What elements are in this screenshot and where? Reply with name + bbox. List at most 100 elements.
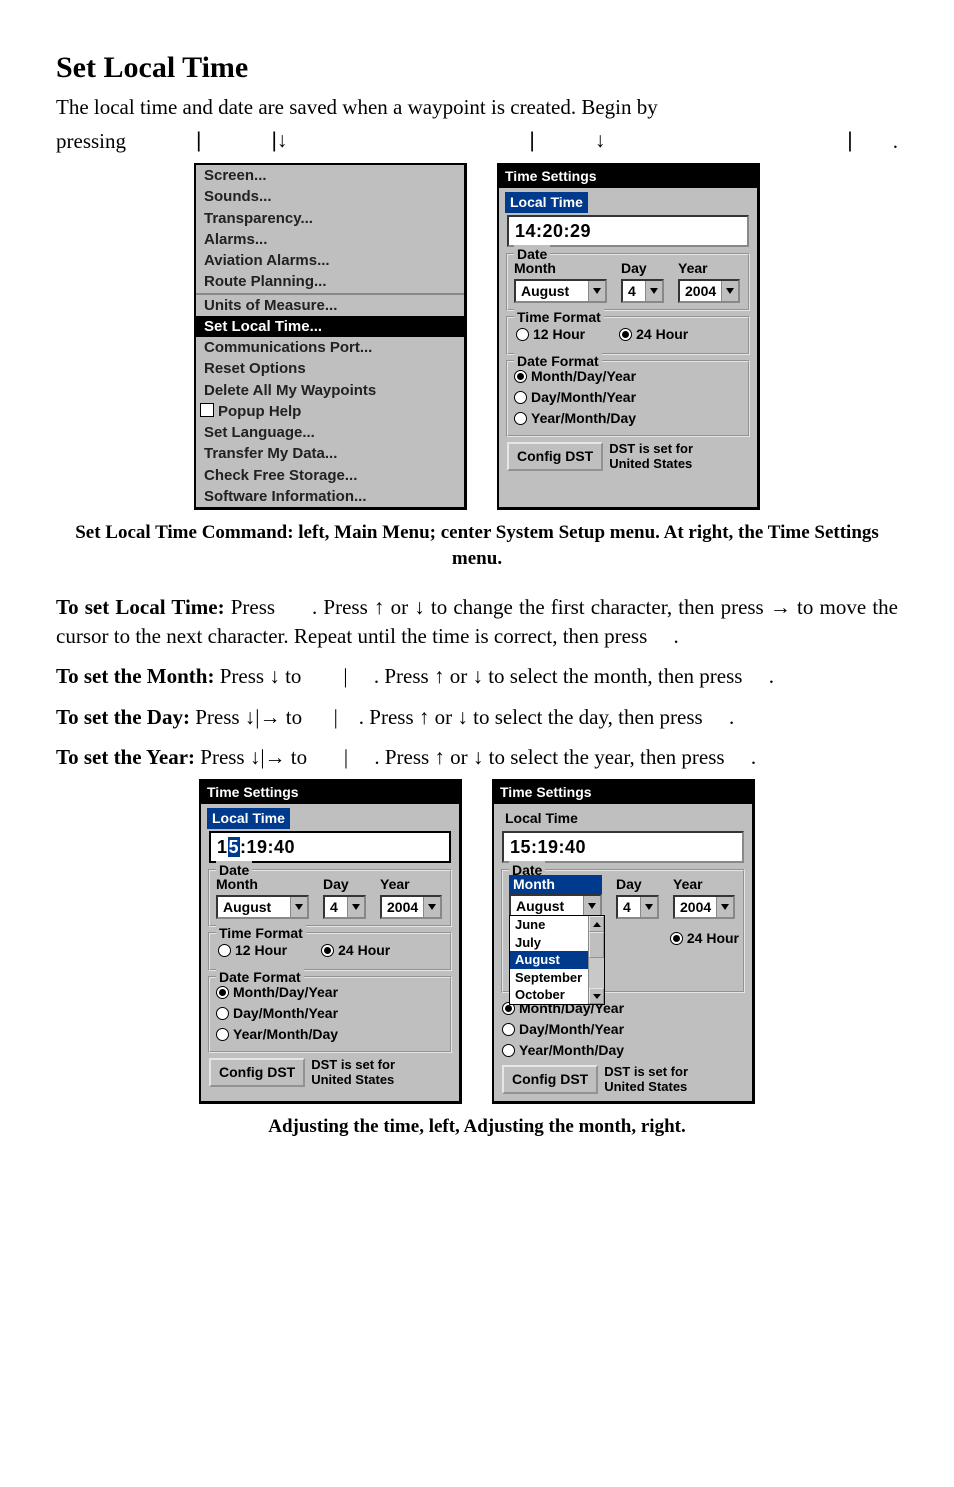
chevron-down-icon[interactable] (290, 897, 307, 917)
radio-icon (514, 391, 527, 404)
time-format-legend: Time Format (216, 924, 306, 943)
menu-item-software-info[interactable]: Software Information... (196, 486, 464, 507)
intro-down: ↓ (595, 127, 606, 155)
date-group: Date Month August Day 4 (208, 869, 452, 927)
year-header: Year (678, 259, 740, 279)
menu-item[interactable]: Transparency... (196, 208, 464, 229)
dst-status-text: DST is set for United States (604, 1065, 688, 1095)
menu-item-delete-waypoints[interactable]: Delete All My Waypoints (196, 380, 464, 401)
checkbox-icon[interactable] (200, 403, 214, 417)
radio-ymd[interactable]: Year/Month/Day (216, 1024, 444, 1045)
menu-item-reset[interactable]: Reset Options (196, 358, 464, 379)
radio-dmy[interactable]: Day/Month/Year (502, 1019, 744, 1040)
menu-item[interactable]: Screen... (196, 165, 464, 186)
scroll-up-icon[interactable] (589, 916, 604, 932)
time-format-group: Time Format 12 Hour 24 Hour (208, 932, 452, 971)
menu-item[interactable]: Sounds... (196, 186, 464, 207)
local-time-label: Local Time (207, 808, 290, 829)
config-dst-button[interactable]: Config DST (507, 442, 603, 471)
menu-item[interactable]: Route Planning... (196, 271, 464, 292)
radio-24-hour[interactable]: 24 Hour (321, 940, 390, 961)
local-time-field[interactable]: 14:20:29 (507, 215, 749, 247)
menu-item-set-language[interactable]: Set Language... (196, 422, 464, 443)
year-value: 2004 (675, 898, 716, 917)
menu-item-comm-port[interactable]: Communications Port... (196, 337, 464, 358)
chevron-down-icon[interactable] (640, 897, 657, 917)
radio-24-hour[interactable]: 24 Hour (619, 324, 688, 345)
radio-label: 12 Hour (235, 941, 287, 960)
local-time-field[interactable]: 15:19:40 (209, 831, 451, 863)
radio-12-hour[interactable]: 12 Hour (218, 940, 287, 961)
menu-item[interactable]: Alarms... (196, 229, 464, 250)
instr-label: To set the Day: (56, 705, 190, 729)
scroll-down-icon[interactable] (589, 988, 604, 1004)
day-dropdown[interactable]: 4 (616, 895, 659, 919)
date-format-legend: Date Format (514, 352, 602, 371)
day-dropdown[interactable]: 4 (323, 895, 366, 919)
menu-item-label: Popup Help (218, 403, 301, 420)
time-chars: :19:40 (240, 837, 295, 857)
chevron-down-icon[interactable] (423, 897, 440, 917)
chevron-down-icon[interactable] (721, 281, 738, 301)
chevron-down-icon[interactable] (347, 897, 364, 917)
menu-item-transfer-data[interactable]: Transfer My Data... (196, 443, 464, 464)
chevron-down-icon[interactable] (588, 281, 605, 301)
month-dropdown[interactable]: August (514, 279, 607, 303)
radio-label: 24 Hour (687, 930, 739, 946)
scroll-thumb[interactable] (589, 932, 604, 958)
year-value: 2004 (680, 282, 721, 301)
radio-12-hour[interactable]: 12 Hour (516, 324, 585, 345)
date-group: Date Month August Day 4 (506, 253, 750, 311)
page-heading: Set Local Time (56, 48, 898, 89)
figure1-caption: Set Local Time Command: left, Main Menu;… (56, 520, 898, 571)
intro-pressing: pressing (56, 127, 126, 155)
radio-label: Day/Month/Year (531, 388, 636, 407)
time-cursor-char: 5 (228, 837, 241, 857)
scrollbar[interactable] (588, 916, 604, 1004)
dst-line1: DST is set for (604, 1065, 688, 1080)
local-time-field[interactable]: 15:19:40 (502, 831, 744, 863)
day-dropdown[interactable]: 4 (621, 279, 664, 303)
month-header: Month (514, 259, 607, 279)
radio-dmy[interactable]: Day/Month/Year (216, 1003, 444, 1024)
time-format-group: Time Format 12 Hour 24 Hour (506, 316, 750, 355)
radio-icon (619, 328, 632, 341)
menu-item-units[interactable]: Units of Measure... (196, 295, 464, 316)
month-value: August (218, 898, 290, 917)
year-dropdown[interactable]: 2004 (380, 895, 442, 919)
radio-dmy[interactable]: Day/Month/Year (514, 387, 742, 408)
menu-item[interactable]: Aviation Alarms... (196, 250, 464, 271)
radio-icon (216, 986, 229, 999)
time-format-legend: Time Format (514, 308, 604, 327)
menu-item-set-local-time[interactable]: Set Local Time... (196, 316, 464, 337)
menu-item-check-storage[interactable]: Check Free Storage... (196, 465, 464, 486)
radio-ymd[interactable]: Year/Month/Day (502, 1040, 744, 1061)
time-settings-dialog: Time Settings Local Time 14:20:29 Date M… (497, 163, 760, 510)
figure-row-1: Screen... Sounds... Transparency... Alar… (56, 163, 898, 510)
time-char: 1 (217, 837, 228, 857)
year-header: Year (380, 875, 442, 895)
dialog-title: Time Settings (201, 781, 459, 804)
month-dropdown-list[interactable]: June July August September October (509, 915, 605, 1005)
radio-ymd[interactable]: Year/Month/Day (514, 408, 742, 429)
config-dst-button[interactable]: Config DST (502, 1065, 598, 1094)
config-dst-button[interactable]: Config DST (209, 1058, 305, 1087)
day-header: Day (323, 875, 366, 895)
year-dropdown[interactable]: 2004 (678, 279, 740, 303)
day-value: 4 (618, 898, 640, 917)
day-value: 4 (623, 282, 645, 301)
chevron-down-icon[interactable] (583, 896, 600, 916)
menu-item-popup-help[interactable]: Popup Help (196, 401, 464, 422)
radio-label: 24 Hour (636, 325, 688, 344)
tf-24-overlay: 24 Hour (670, 929, 739, 948)
intro-sep2: |↓ (271, 127, 287, 155)
year-dropdown[interactable]: 2004 (673, 895, 735, 919)
instr-day: To set the Day: Press ↓|→ to | . Press ↑… (56, 703, 898, 731)
instr-label: To set Local Time: (56, 595, 225, 619)
dst-line2: United States (311, 1073, 395, 1088)
month-dropdown[interactable]: August (216, 895, 309, 919)
instr-text: Press ↓|→ to | . Press ↑ or ↓ to select … (195, 745, 756, 769)
chevron-down-icon[interactable] (716, 897, 733, 917)
chevron-down-icon[interactable] (645, 281, 662, 301)
day-header: Day (621, 259, 664, 279)
